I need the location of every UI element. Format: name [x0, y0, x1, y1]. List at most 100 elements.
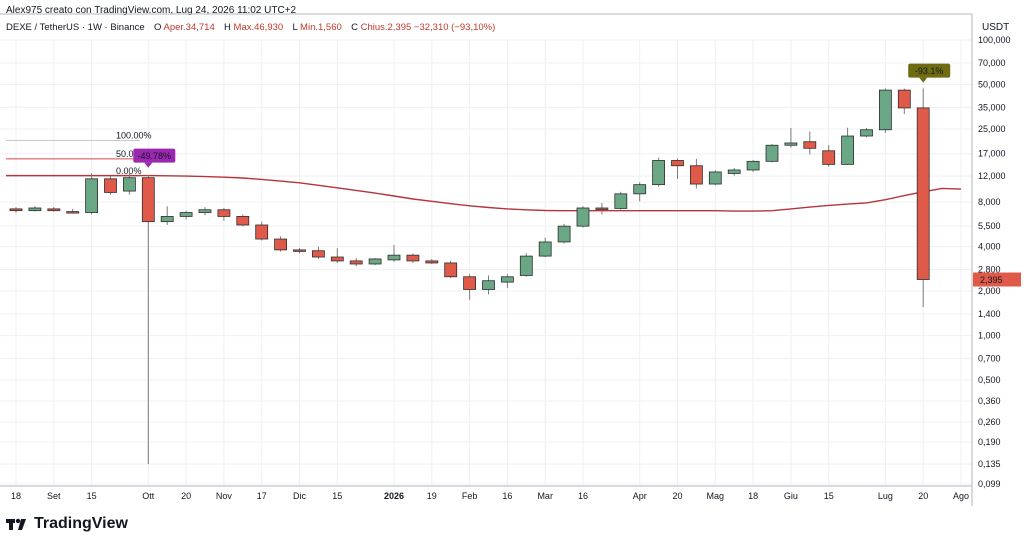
candle-body	[28, 207, 42, 212]
time-tick-label: 15	[87, 491, 97, 501]
candle-body	[519, 255, 533, 276]
open-value: Aper.34,714	[163, 22, 215, 33]
candle-body	[387, 254, 401, 261]
candle-body	[425, 260, 439, 264]
candle-body	[765, 144, 779, 162]
candle-body	[690, 165, 703, 185]
last-price-label: 2,395	[980, 275, 1003, 285]
price-tick-label: 50,000	[978, 79, 1006, 89]
tradingview-logo-icon	[6, 518, 26, 530]
candle-body	[274, 238, 288, 251]
candle-body	[482, 280, 495, 290]
price-tick-label: 0,260	[978, 417, 1001, 427]
candle-body	[463, 276, 477, 290]
candle-body	[671, 160, 684, 167]
price-tick-label: 0,190	[978, 437, 1001, 447]
high-label: H	[224, 22, 231, 33]
candle-body	[841, 135, 854, 165]
symbol-legend: DEXE / TetherUS · 1W · Binance O Aper.34…	[6, 22, 495, 33]
candle-body	[557, 225, 571, 243]
candle-body	[879, 89, 892, 131]
candle-body	[652, 160, 665, 186]
fib-level-label: 0.00%	[116, 166, 142, 176]
low-value: Min.1,560	[300, 22, 342, 33]
change-annotation-box	[908, 63, 951, 78]
candle-body	[66, 211, 80, 214]
candle-body	[311, 250, 325, 258]
time-tick-label: 20	[672, 491, 682, 501]
time-tick-label: Dic	[293, 491, 306, 501]
change-annotation-box	[133, 148, 176, 163]
change-annotation-label: -93.1%	[915, 66, 944, 76]
price-unit: USDT	[982, 22, 1010, 33]
candle-body	[727, 169, 741, 174]
candle-body	[123, 177, 136, 192]
candle-body	[160, 216, 174, 223]
candle-body	[236, 216, 250, 226]
time-tick-label: 16	[502, 491, 512, 501]
price-tick-label: 2,800	[978, 264, 1001, 274]
time-tick-label: 20	[918, 491, 928, 501]
time-tick-label: 20	[181, 491, 191, 501]
candle-body	[444, 262, 458, 278]
time-tick-label: 18	[11, 491, 21, 501]
time-tick-label: Set	[47, 491, 61, 501]
price-tick-label: 8,000	[978, 197, 1001, 207]
time-tick-label: Lug	[878, 491, 893, 501]
fib-level-label: 50.00%	[116, 149, 147, 159]
candle-body	[897, 89, 911, 109]
candle-body	[141, 177, 155, 223]
footer-brand: TradingView	[6, 515, 128, 533]
candle-body	[633, 184, 647, 195]
time-tick-label: Ott	[142, 491, 155, 501]
time-tick-label: 19	[427, 491, 437, 501]
price-tick-label: 1,400	[978, 309, 1001, 319]
candle-body	[822, 150, 836, 165]
candle-body	[406, 254, 420, 262]
candle-body	[708, 171, 722, 185]
candle-body	[85, 178, 98, 213]
time-tick-label: Nov	[216, 491, 233, 501]
candle-body	[860, 129, 873, 137]
candle-body	[614, 193, 628, 209]
candle-body	[349, 260, 363, 265]
time-tick-label: 2026	[384, 491, 404, 501]
change-annotation-label: -49.78%	[138, 151, 172, 161]
candle-body	[293, 249, 306, 252]
price-tick-label: 4,000	[978, 242, 1001, 252]
price-tick-label: 70,000	[978, 58, 1006, 68]
candle-body	[368, 258, 382, 265]
candle-body	[47, 208, 61, 212]
last-price-tag	[973, 272, 1021, 287]
candle-body	[255, 224, 269, 240]
candle-body	[217, 209, 231, 217]
time-tick-label: 16	[578, 491, 588, 501]
candle-body	[500, 276, 514, 283]
candle-body	[198, 209, 212, 213]
open-label: O	[153, 22, 162, 33]
time-tick-label: Giu	[784, 491, 798, 501]
candle-body	[9, 208, 23, 212]
price-tick-label: 0,360	[978, 396, 1001, 406]
candle-body	[330, 256, 344, 262]
candle-body	[538, 241, 552, 257]
fib-level-label: 100.00%	[116, 130, 152, 140]
time-tick-label: Apr	[633, 491, 647, 501]
price-tick-label: 0,500	[978, 375, 1001, 385]
price-tick-label: 35,000	[978, 102, 1006, 112]
candle-body	[746, 160, 760, 171]
change-annotation-pointer	[144, 162, 153, 168]
time-tick-label: 15	[332, 491, 342, 501]
brand-name: TradingView	[34, 515, 128, 532]
symbol-name: DEXE / TetherUS · 1W · Binance	[6, 22, 145, 33]
time-tick-label: Feb	[462, 491, 478, 501]
close-value: Chius.2,395	[360, 22, 412, 33]
time-tick-label: 18	[748, 491, 758, 501]
candle-body	[803, 141, 817, 149]
change-value: −32,310 (−93,10%)	[413, 22, 496, 33]
candle-body	[104, 178, 117, 193]
candle-body	[784, 142, 798, 146]
price-tick-label: 0,135	[978, 459, 1001, 469]
